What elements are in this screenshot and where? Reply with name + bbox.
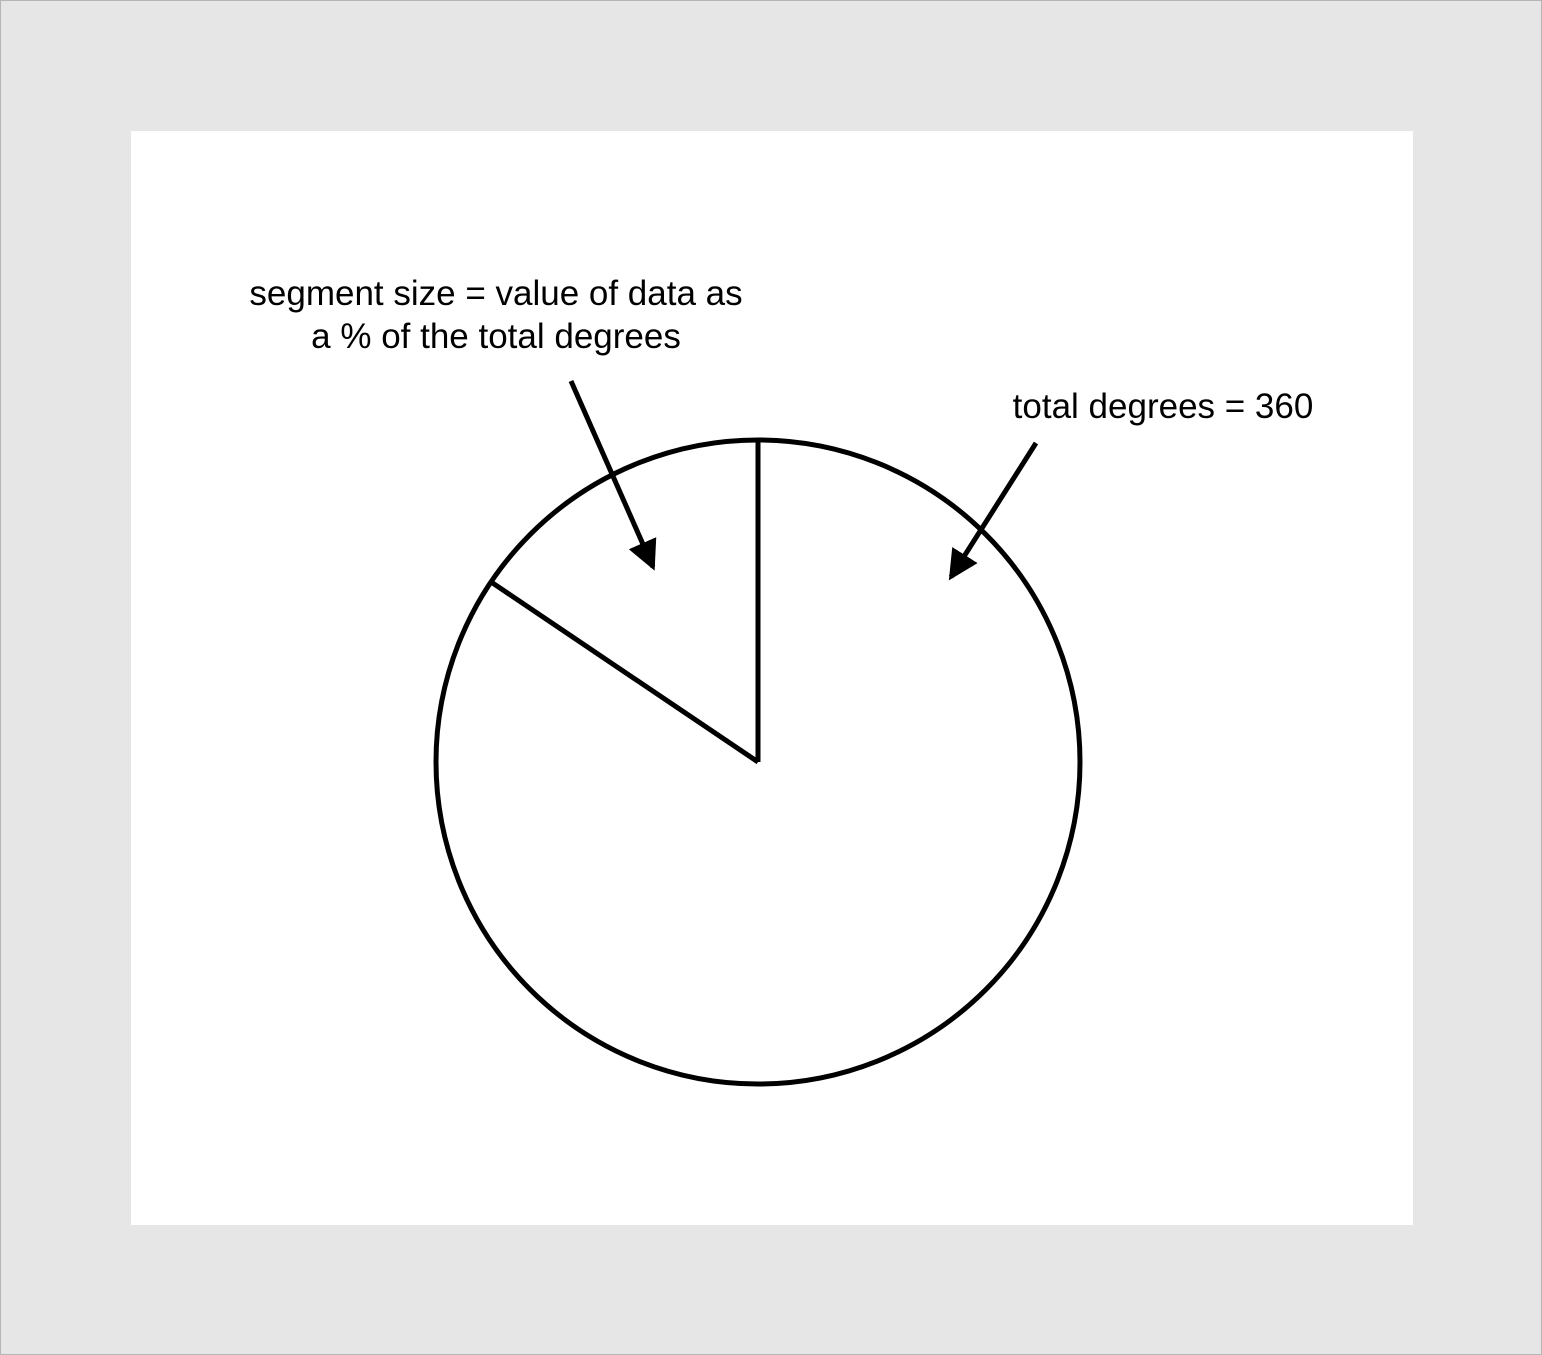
total-arrow xyxy=(948,441,1039,581)
slice-boundary-2 xyxy=(489,579,760,765)
slice-boundaries xyxy=(489,440,761,765)
total-degrees-annotation: total degrees = 360 xyxy=(1013,387,1314,426)
segment-annotation-line1: segment size = value of data as xyxy=(249,274,742,313)
segment-arrow xyxy=(568,379,657,571)
segment-annotation-line2: a % of the total degrees xyxy=(311,317,681,356)
